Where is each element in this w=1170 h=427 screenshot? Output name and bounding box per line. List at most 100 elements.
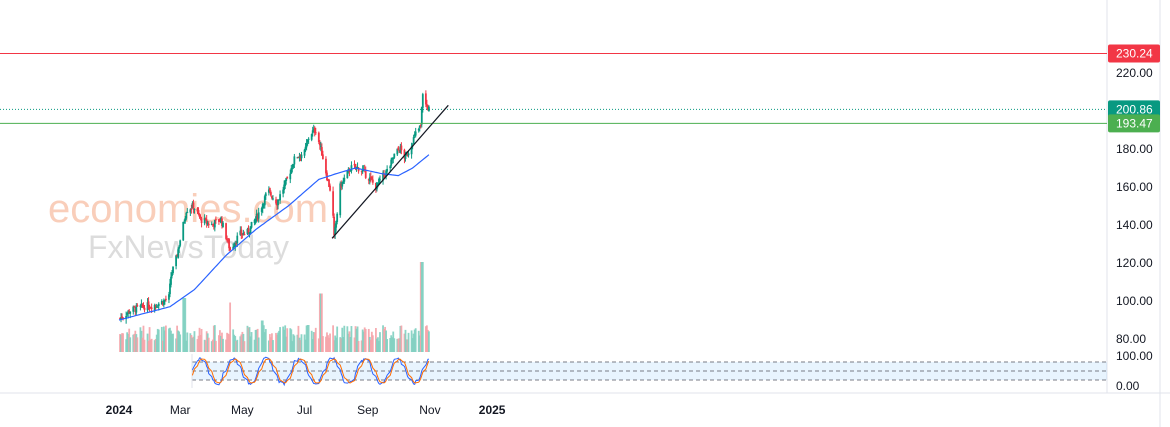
volume-bar	[291, 341, 294, 352]
volume-bar	[367, 328, 370, 352]
volume-bar	[153, 340, 156, 352]
candle-body	[361, 169, 364, 173]
candle-body	[276, 203, 278, 206]
candle-body	[219, 220, 221, 222]
volume-bar	[272, 340, 274, 352]
volume-bar	[377, 337, 379, 352]
candle-body	[300, 154, 303, 159]
candle-body	[185, 212, 188, 219]
volume-bar	[292, 334, 295, 352]
candle-body	[407, 153, 410, 156]
volume-bar	[177, 330, 180, 352]
candle-body	[186, 212, 189, 214]
volume-bar	[234, 336, 237, 352]
candle-body	[243, 234, 246, 236]
time-tick-label: May	[231, 403, 254, 417]
candle-body	[398, 151, 401, 153]
volume-bar	[125, 339, 128, 352]
volume-bar	[168, 328, 170, 352]
candle-body	[376, 182, 378, 190]
volume-bar	[405, 339, 408, 352]
candle-body	[141, 304, 144, 307]
volume-bar	[241, 331, 244, 352]
trendline[interactable]	[331, 104, 449, 239]
candle-body	[392, 158, 395, 160]
moving-average-path	[118, 154, 430, 321]
volume-bar	[169, 327, 171, 352]
candle-body	[383, 173, 385, 176]
volume-bar	[346, 326, 349, 352]
volume-bar	[350, 326, 353, 352]
candle-body	[197, 210, 200, 214]
volume-bar	[424, 326, 427, 352]
volume-bar	[361, 329, 364, 352]
candle-body	[205, 219, 208, 224]
price-tick-label: 100.00	[1116, 294, 1153, 308]
candle-body	[198, 213, 201, 217]
volume-bar	[154, 338, 157, 352]
volume-bar	[399, 326, 402, 352]
volume-bar	[342, 337, 345, 352]
time-tick-label: Sep	[357, 403, 379, 417]
watermark: economies.com FxNewsToday	[48, 187, 328, 265]
candle-body	[121, 316, 123, 319]
volume-bar	[371, 335, 374, 352]
volume-bar	[317, 338, 320, 352]
stochastic-d-line	[191, 358, 430, 384]
volume-bar	[397, 338, 400, 352]
volume-bar	[196, 339, 199, 352]
time-axis[interactable]: 2024 Mar May Jul Sep Nov 2025	[106, 403, 506, 417]
candle-body	[335, 221, 338, 228]
volume-bar	[278, 330, 280, 352]
volume-bar	[155, 334, 158, 352]
volume-bar	[164, 325, 167, 352]
volume-bar	[120, 334, 122, 352]
candle-body	[304, 146, 307, 149]
candle-body	[370, 177, 373, 180]
candle-body	[200, 218, 203, 224]
candle-body	[261, 204, 264, 209]
volume-bar	[210, 341, 213, 352]
volume-bar	[249, 336, 252, 352]
candle-body	[332, 191, 334, 216]
volume-bar	[403, 333, 406, 352]
candle-body	[155, 306, 158, 308]
candle-body	[133, 306, 136, 308]
candle-body	[319, 145, 322, 147]
volume-bar	[349, 337, 352, 352]
candle-body	[405, 154, 408, 156]
candle-body	[179, 240, 182, 246]
volume-bar	[341, 327, 344, 352]
volume-bar	[250, 332, 253, 352]
volume-bar	[205, 331, 208, 352]
volume-bar	[184, 298, 187, 352]
candle-body	[154, 305, 157, 307]
volume-bar	[300, 334, 303, 352]
candle-body	[417, 128, 420, 131]
candle-body	[318, 142, 321, 146]
volume-bar	[268, 334, 271, 352]
volume-bar	[298, 337, 301, 352]
volume-bar	[414, 328, 417, 352]
candle-body	[206, 222, 209, 226]
candle-body	[129, 311, 132, 314]
volume-bar	[213, 325, 216, 352]
volume-bar	[299, 340, 302, 352]
candle-body	[204, 218, 207, 220]
volume-bar	[192, 336, 195, 352]
candle-body	[379, 179, 381, 181]
candle-body	[171, 273, 173, 277]
candle-body	[246, 228, 249, 234]
volume-bar	[182, 298, 185, 352]
price-badge	[1108, 100, 1160, 119]
candle-body	[421, 94, 424, 108]
volume-bar	[407, 332, 410, 352]
candle-body	[236, 235, 239, 244]
candle-body	[119, 317, 121, 319]
volume-bar	[369, 339, 372, 352]
volume-bar	[233, 334, 236, 352]
candle-body	[207, 223, 210, 226]
candle-body	[220, 217, 222, 223]
volume-bar	[428, 331, 430, 352]
